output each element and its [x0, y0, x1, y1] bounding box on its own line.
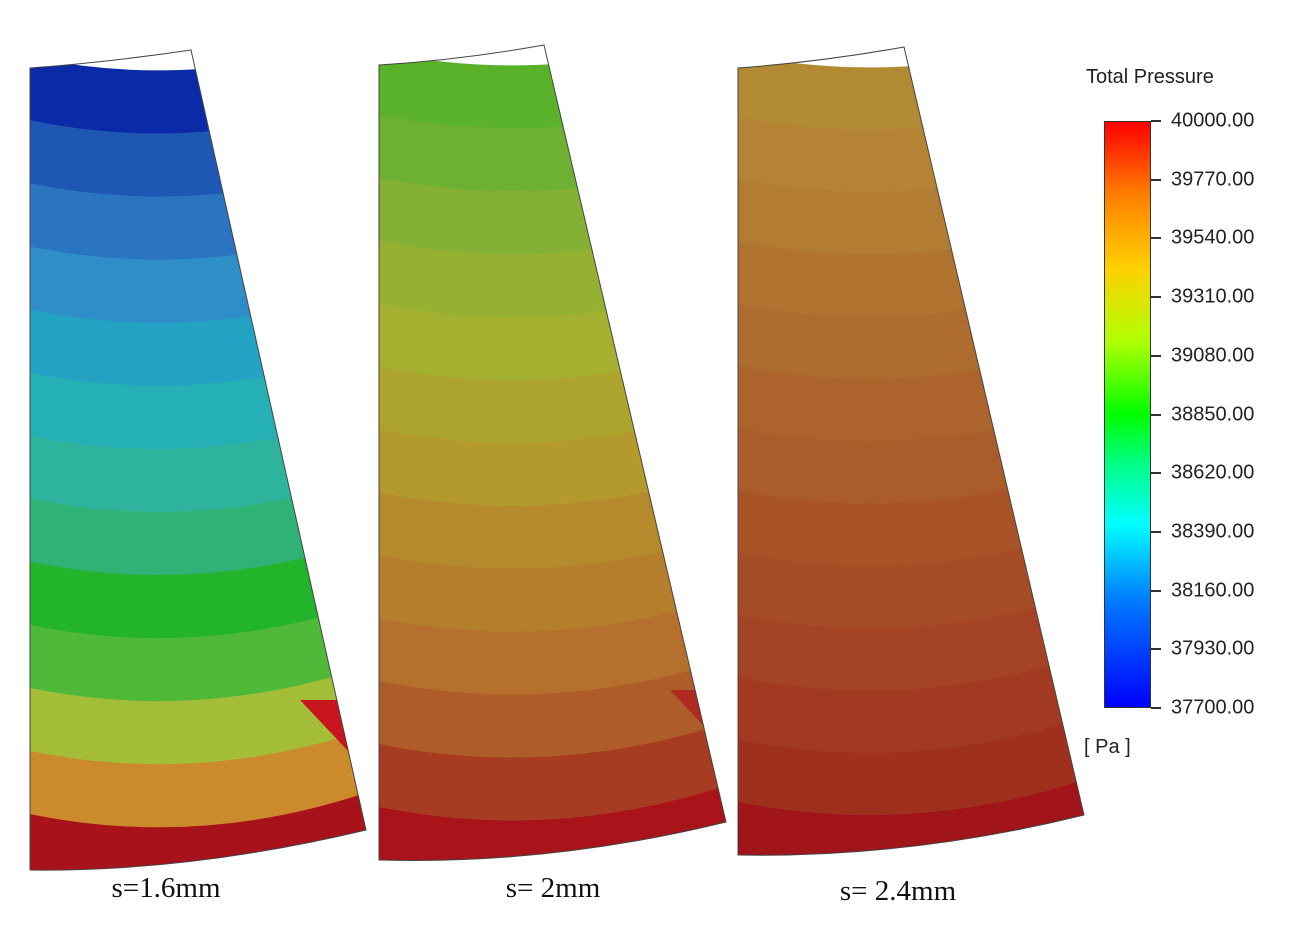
legend-tick-mark	[1151, 413, 1161, 416]
blade-contour-panel-3	[738, 47, 1084, 856]
legend-unit: [ Pa ]	[1084, 736, 1131, 758]
legend-tick-mark	[1151, 707, 1161, 709]
legend-tick-mark	[1151, 354, 1161, 357]
pressure-band	[30, 535, 366, 640]
panel-label-s2-4mm: s= 2.4mm	[839, 875, 957, 907]
legend-tick-label: 37930.00	[1171, 637, 1255, 660]
legend-tick-mark	[1151, 178, 1161, 181]
pressure-band	[379, 466, 726, 570]
pressure-band	[379, 718, 726, 822]
legend-tick-mark	[1151, 530, 1161, 533]
panel-label-s2mm: s= 2mm	[505, 872, 601, 904]
pressure-band	[379, 529, 726, 633]
pressure-band	[738, 464, 1084, 567]
legend-tick-label: 38620.00	[1171, 461, 1255, 484]
legend-tick-label: 38390.00	[1171, 520, 1255, 543]
pressure-band	[30, 787, 366, 871]
legend-tick-mark	[1151, 296, 1161, 299]
pressure-band	[379, 655, 726, 759]
pressure-band	[30, 598, 366, 703]
pressure-band	[30, 661, 366, 766]
legend-tick-label: 37700.00	[1171, 696, 1255, 719]
legend-tick-label: 38850.00	[1171, 403, 1255, 425]
blade-contour-panel-2	[379, 45, 726, 861]
pressure-band	[30, 50, 366, 135]
legend-tick-mark	[1151, 589, 1161, 592]
pressure-band	[738, 713, 1084, 817]
legend-tick-mark	[1151, 120, 1161, 122]
pressure-band	[30, 724, 366, 829]
pressure-band	[738, 588, 1084, 692]
pressure-bands	[738, 47, 1084, 856]
legend-tick-label: 39080.00	[1171, 344, 1255, 367]
legend-tick-label: 38160.00	[1171, 579, 1255, 602]
legend-tick-label: 39770.00	[1171, 168, 1255, 191]
legend-tick-label: 39540.00	[1171, 226, 1255, 249]
pressure-band	[738, 526, 1084, 630]
legend-colorbar	[1104, 121, 1151, 708]
pressure-band	[738, 651, 1084, 754]
panel-label-s1-6mm: s=1.6mm	[111, 872, 221, 904]
pressure-bands	[30, 50, 366, 871]
legend-tick-label: 39310.00	[1171, 285, 1255, 308]
legend-tick-label: 40000.00	[1171, 109, 1255, 132]
legend-title: Total Pressure	[1086, 66, 1214, 88]
pressure-band	[379, 592, 726, 696]
pressure-bands	[379, 45, 726, 861]
pressure-band	[30, 472, 366, 576]
legend-tick-mark	[1151, 648, 1161, 651]
pressure-band	[379, 45, 726, 130]
legend-tick-mark	[1151, 237, 1161, 240]
legend-tick-mark	[1151, 472, 1161, 475]
blade-contour-panel-1	[30, 50, 366, 871]
